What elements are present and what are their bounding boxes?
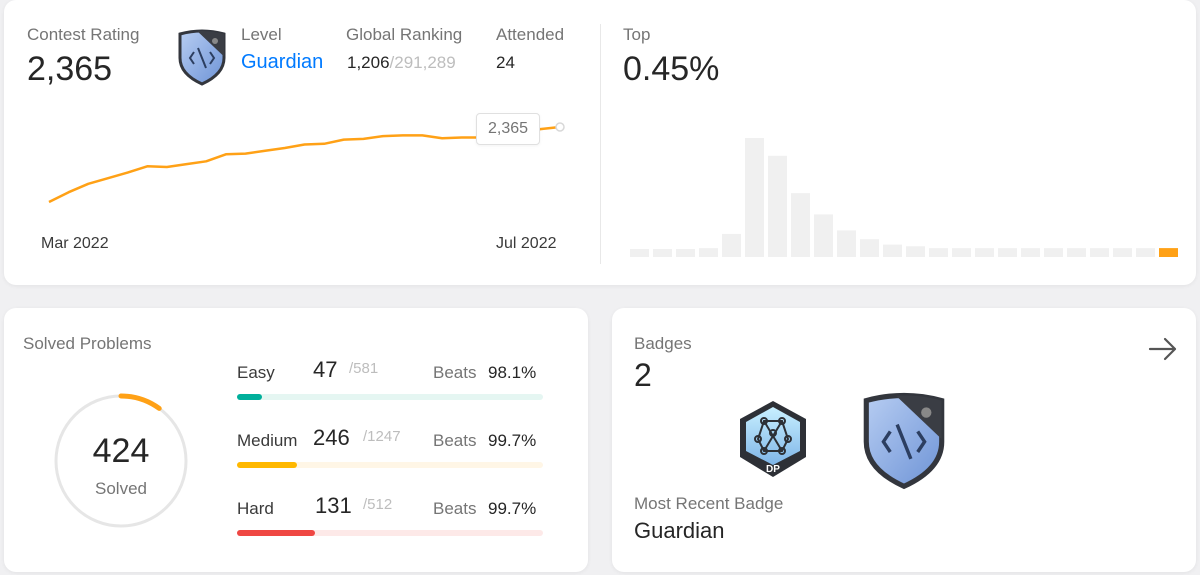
hard-progress-fill: [237, 530, 316, 536]
histogram-bar: [883, 244, 902, 257]
global-ranking-value: 1,206/291,289: [347, 53, 456, 73]
hard-beats-value: 99.7%: [488, 499, 537, 518]
top-label: Top: [623, 25, 651, 44]
histogram-bar: [906, 246, 925, 257]
solved-progress-ring: [54, 393, 188, 528]
guardian-badge-icon[interactable]: [856, 388, 952, 492]
histogram-bar: [630, 249, 649, 257]
contest-card: Contest Rating 2,365 Level Guardian Glob…: [4, 0, 1196, 285]
hard-total: /512: [363, 496, 393, 513]
dp-badge-label: DP: [766, 464, 780, 475]
guardian-level-icon: [178, 29, 226, 86]
x-axis-end-label: Jul 2022: [496, 235, 557, 252]
hard-label: Hard: [237, 499, 274, 518]
easy-progress-bar: [237, 394, 543, 400]
most-recent-badge-label: Most Recent Badge: [634, 494, 784, 513]
histogram-bar: [676, 249, 695, 257]
histogram-bar: [1067, 248, 1086, 257]
easy-beats-label: Beats: [433, 363, 477, 382]
dp-badge-icon[interactable]: DP: [736, 399, 810, 479]
level-label: Level: [241, 25, 282, 44]
histogram-bar: [653, 249, 672, 257]
badges-card: Badges 2 DP Most Recent: [612, 308, 1196, 572]
histogram-bar: [1044, 248, 1063, 257]
solved-problems-card: Solved Problems 424 Solved Easy 47 /581 …: [4, 308, 588, 572]
easy-progress-fill: [237, 394, 262, 400]
histogram-bar: [1090, 248, 1109, 257]
medium-beats-value: 99.7%: [488, 431, 537, 450]
histogram-bar: [952, 248, 971, 257]
easy-total: /581: [349, 360, 379, 377]
histogram-bar: [1136, 248, 1155, 257]
histogram-bar: [814, 214, 833, 257]
hard-solved: 131: [315, 493, 352, 518]
histogram-bar: [722, 233, 741, 257]
solved-count-label: Solved: [95, 479, 147, 498]
hard-progress-bar: [237, 530, 543, 536]
attended-label: Attended: [496, 25, 565, 44]
easy-label: Easy: [237, 363, 275, 382]
most-recent-badge-value: Guardian: [634, 518, 725, 543]
histogram-bar: [768, 155, 787, 257]
top-percent-value: 0.45%: [623, 50, 720, 88]
histogram-bar: [1113, 248, 1132, 257]
solved-count: 424: [92, 432, 150, 470]
x-axis-start-label: Mar 2022: [41, 235, 109, 252]
badges-count: 2: [634, 357, 652, 393]
rating-line: [48, 125, 561, 204]
badges-title: Badges: [634, 334, 692, 353]
histogram-bar: [1159, 248, 1178, 257]
ranking-histogram[interactable]: [628, 120, 1180, 257]
global-total: /291,289: [389, 53, 456, 72]
histogram-bar: [699, 248, 718, 257]
easy-solved: 47: [313, 357, 338, 382]
medium-progress-fill: [237, 462, 298, 468]
histogram-bar: [929, 248, 948, 257]
card-divider: [600, 24, 601, 264]
histogram-bar: [791, 193, 810, 257]
easy-beats-value: 98.1%: [488, 363, 537, 382]
arrow-right-icon[interactable]: [1146, 332, 1180, 366]
medium-solved: 246: [313, 425, 350, 450]
histogram-bar: [998, 248, 1017, 257]
histogram-bar: [837, 230, 856, 257]
histogram-bar: [860, 239, 879, 257]
histogram-bar: [745, 138, 764, 257]
histogram-bar: [1021, 248, 1040, 257]
medium-label: Medium: [237, 431, 298, 450]
attended-value: 24: [496, 53, 515, 72]
solved-ring-progress: [118, 393, 162, 411]
medium-progress-bar: [237, 462, 543, 468]
solved-problems-title: Solved Problems: [23, 334, 152, 353]
global-ranking-label: Global Ranking: [346, 25, 463, 44]
rating-tooltip: 2,365: [476, 113, 540, 145]
rating-current-point: [555, 122, 565, 132]
global-rank: 1,206: [347, 53, 390, 72]
hard-beats-label: Beats: [433, 499, 477, 518]
contest-rating-label: Contest Rating: [27, 25, 140, 44]
contest-rating-value: 2,365: [27, 50, 113, 88]
level-value: Guardian: [241, 51, 324, 73]
medium-total: /1247: [363, 428, 401, 445]
rating-history-chart[interactable]: [4, 0, 600, 285]
medium-beats-label: Beats: [433, 431, 477, 450]
histogram-bar: [975, 248, 994, 257]
